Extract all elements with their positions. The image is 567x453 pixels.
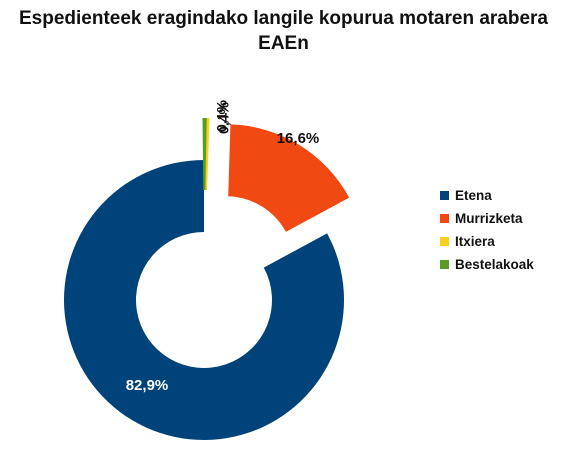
legend-label-etena: Etena	[455, 188, 492, 203]
data-label-etena: 82,9%	[126, 377, 169, 394]
legend-item-etena: Etena	[440, 184, 534, 207]
chart-title-line-2: EAEn	[258, 33, 309, 54]
legend-swatch-etena	[440, 191, 449, 200]
slice-etena	[63, 160, 345, 440]
legend-swatch-bestelakoak	[440, 260, 449, 269]
legend-label-bestelakoak: Bestelakoak	[455, 257, 534, 272]
slice-murrizketa	[228, 124, 350, 232]
data-label-murrizketa: 16,6%	[277, 130, 320, 147]
legend-swatch-itxiera	[440, 237, 449, 246]
legend-item-itxiera: Itxiera	[440, 230, 534, 253]
legend-label-itxiera: Itxiera	[455, 234, 495, 249]
chart-title-line-1: Espedienteek eragindako langile kopurua …	[18, 8, 548, 29]
chart-title: Espedienteek eragindako langile kopurua …	[0, 6, 567, 56]
legend-item-murrizketa: Murrizketa	[440, 207, 534, 230]
slice-bestelakoak	[202, 118, 207, 191]
chart-legend: Etena Murrizketa Itxiera Bestelakoak	[440, 184, 534, 276]
legend-swatch-murrizketa	[440, 214, 449, 223]
data-label-itxiera: 0,4%	[216, 101, 232, 133]
data-label-bestelakoak: 0,1%	[214, 99, 230, 131]
legend-item-bestelakoak: Bestelakoak	[440, 253, 534, 276]
legend-label-murrizketa: Murrizketa	[455, 211, 523, 226]
